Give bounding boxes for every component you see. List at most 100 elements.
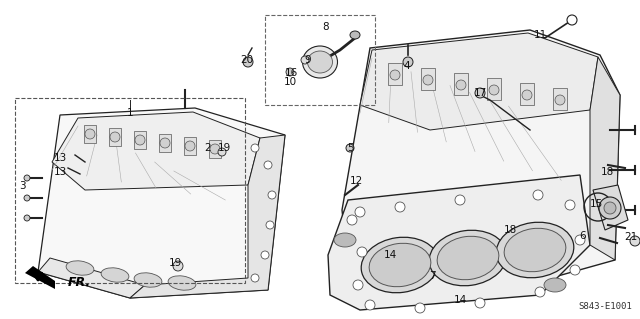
Circle shape — [243, 57, 253, 67]
Ellipse shape — [544, 278, 566, 292]
Text: 3: 3 — [19, 181, 26, 191]
Circle shape — [423, 75, 433, 85]
Text: 2: 2 — [205, 143, 211, 153]
Text: 13: 13 — [53, 167, 67, 177]
Text: 4: 4 — [404, 61, 410, 71]
Circle shape — [266, 221, 274, 229]
Circle shape — [390, 70, 400, 80]
Circle shape — [24, 215, 30, 221]
Text: 17: 17 — [474, 88, 486, 98]
Ellipse shape — [437, 236, 499, 280]
Circle shape — [522, 90, 532, 100]
Circle shape — [251, 144, 259, 152]
Text: 12: 12 — [349, 176, 363, 186]
Text: 1: 1 — [127, 108, 133, 118]
Circle shape — [346, 144, 354, 152]
Text: 9: 9 — [305, 55, 311, 65]
Circle shape — [567, 15, 577, 25]
Circle shape — [355, 207, 365, 217]
Circle shape — [218, 148, 226, 156]
Circle shape — [301, 56, 309, 64]
Polygon shape — [38, 108, 285, 298]
Ellipse shape — [504, 228, 566, 272]
Bar — [15, 98, 245, 283]
Circle shape — [555, 95, 565, 105]
Circle shape — [347, 215, 357, 225]
Bar — [265, 15, 375, 105]
Polygon shape — [590, 57, 620, 260]
Circle shape — [251, 274, 259, 282]
Circle shape — [475, 88, 485, 98]
Bar — [421, 68, 435, 90]
Text: 18: 18 — [504, 225, 516, 235]
Circle shape — [173, 261, 183, 271]
Polygon shape — [25, 266, 55, 289]
Circle shape — [24, 195, 30, 201]
Circle shape — [533, 190, 543, 200]
Ellipse shape — [307, 51, 333, 73]
Circle shape — [24, 175, 30, 181]
Circle shape — [135, 135, 145, 145]
Circle shape — [85, 129, 95, 139]
Ellipse shape — [350, 31, 360, 39]
Text: 5: 5 — [347, 143, 353, 153]
Circle shape — [353, 280, 363, 290]
Circle shape — [489, 85, 499, 95]
Text: 16: 16 — [284, 68, 298, 78]
Circle shape — [565, 200, 575, 210]
Text: S843-E1001: S843-E1001 — [579, 302, 632, 311]
Circle shape — [210, 144, 220, 154]
Circle shape — [264, 161, 272, 169]
Bar — [487, 78, 501, 100]
Circle shape — [455, 195, 465, 205]
Polygon shape — [38, 258, 145, 298]
Ellipse shape — [334, 233, 356, 247]
Circle shape — [110, 132, 120, 142]
Ellipse shape — [369, 243, 431, 287]
Circle shape — [535, 287, 545, 297]
Text: 10: 10 — [284, 77, 296, 87]
Polygon shape — [342, 30, 620, 295]
Circle shape — [160, 138, 170, 148]
Circle shape — [570, 265, 580, 275]
Text: 13: 13 — [53, 153, 67, 163]
Circle shape — [185, 141, 195, 151]
Text: 14: 14 — [453, 295, 467, 305]
Text: 21: 21 — [625, 232, 637, 242]
Ellipse shape — [66, 261, 94, 275]
Circle shape — [268, 191, 276, 199]
Text: 7: 7 — [429, 271, 435, 281]
Text: 19: 19 — [218, 143, 230, 153]
Ellipse shape — [134, 273, 162, 287]
Ellipse shape — [361, 237, 439, 293]
Bar — [388, 63, 402, 85]
Bar — [520, 83, 534, 105]
Ellipse shape — [496, 222, 574, 278]
Text: 15: 15 — [589, 199, 603, 209]
Text: FR.: FR. — [68, 277, 91, 290]
Circle shape — [403, 57, 413, 67]
Polygon shape — [328, 175, 590, 310]
Bar — [84, 125, 96, 143]
Circle shape — [415, 303, 425, 313]
Text: 11: 11 — [533, 30, 547, 40]
Bar — [134, 131, 146, 149]
Circle shape — [599, 197, 621, 219]
Text: 20: 20 — [241, 55, 253, 65]
Bar — [454, 73, 468, 95]
Circle shape — [395, 202, 405, 212]
Circle shape — [261, 251, 269, 259]
Circle shape — [286, 68, 294, 76]
Circle shape — [604, 202, 616, 214]
Polygon shape — [52, 112, 260, 190]
Text: 6: 6 — [580, 231, 586, 241]
Bar — [184, 137, 196, 155]
Bar — [553, 88, 567, 110]
Text: 14: 14 — [383, 250, 397, 260]
Circle shape — [475, 298, 485, 308]
Bar — [209, 140, 221, 158]
Circle shape — [630, 236, 640, 246]
Circle shape — [575, 235, 585, 245]
Text: 18: 18 — [600, 167, 614, 177]
Polygon shape — [593, 185, 628, 230]
